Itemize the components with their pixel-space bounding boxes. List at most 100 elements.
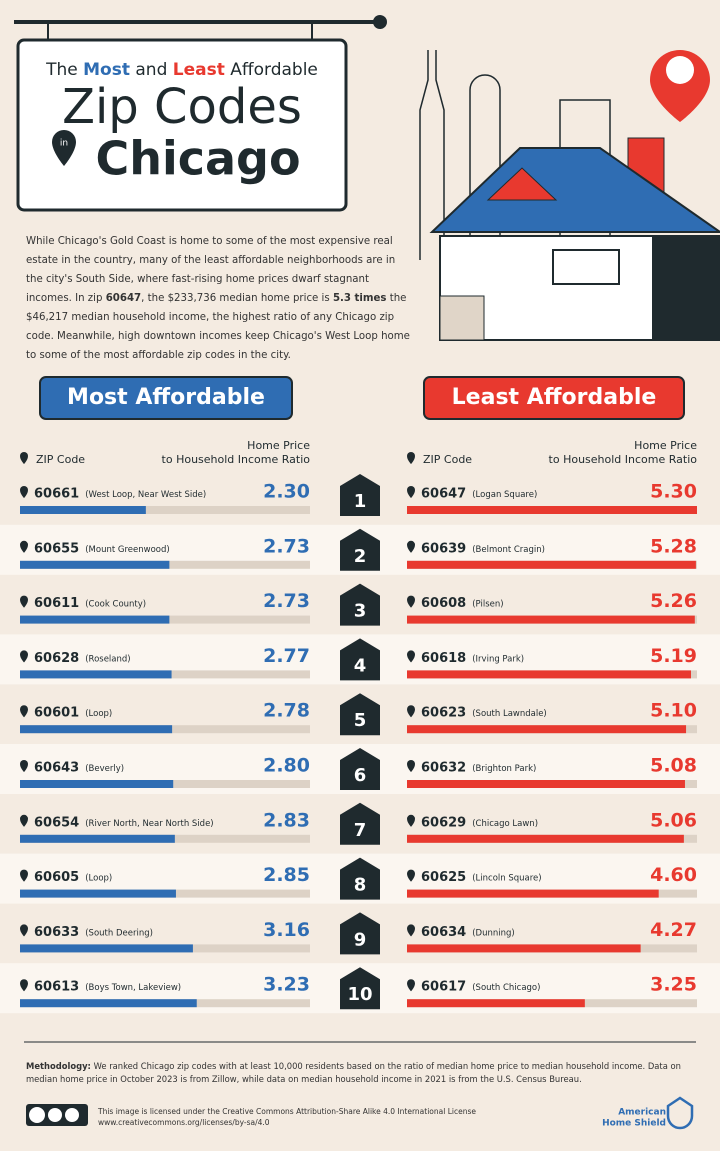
value-label: 5.28 <box>650 535 697 557</box>
roof <box>429 147 720 233</box>
pin-icon <box>407 869 415 882</box>
intro-text: , the $233,736 median home price is <box>141 293 333 304</box>
rank-house <box>340 912 380 955</box>
value-label: 2.85 <box>263 864 310 886</box>
neighborhood: (Dunning) <box>472 928 514 938</box>
pin-icon <box>20 650 28 663</box>
zip-code: 60654 (River North, Near North Side) <box>34 815 214 830</box>
title-main: Zip Codes <box>62 79 302 135</box>
bar <box>20 615 170 624</box>
zip-code: 60605 (Loop) <box>34 870 112 885</box>
value-header-line: to Household Income Ratio <box>549 453 698 466</box>
bar <box>407 999 585 1008</box>
neighborhood: (Lincoln Square) <box>472 873 541 883</box>
rank-house <box>340 528 380 571</box>
neighborhood: (Chicago Lawn) <box>472 818 538 828</box>
zip-code: 60634 (Dunning) <box>421 925 515 940</box>
neighborhood: (River North, Near North Side) <box>85 818 213 828</box>
bar <box>20 999 197 1008</box>
value-label: 5.08 <box>650 755 697 777</box>
neighborhood: (Loop) <box>85 709 112 719</box>
title-word: Least <box>173 60 225 80</box>
intro-bold: 5.3 times <box>332 293 387 304</box>
sign <box>16 38 348 212</box>
value-label: 2.73 <box>263 590 310 612</box>
value-label: 2.73 <box>263 535 310 557</box>
pin <box>52 130 76 166</box>
pin-icon <box>20 924 28 937</box>
title-word: Most <box>83 60 130 80</box>
pin-icon <box>20 869 28 882</box>
bar <box>407 944 641 953</box>
neighborhood: (Logan Square) <box>472 490 537 500</box>
porch <box>439 295 485 341</box>
bar <box>407 506 697 514</box>
chart-title: Most Affordable <box>67 385 265 410</box>
value-header-line: Home Price <box>634 439 697 452</box>
rank-house <box>340 967 380 1010</box>
methodology-label: Methodology: <box>26 1061 91 1071</box>
pin-icon <box>20 814 28 827</box>
pin-icon <box>407 486 415 498</box>
neighborhood: (South Deering) <box>85 928 153 938</box>
garage <box>652 236 720 340</box>
license-url: www.creativecommons.org/licenses/by-sa/4… <box>98 1118 270 1127</box>
bar <box>407 670 691 679</box>
value-label: 5.10 <box>650 700 697 722</box>
rank-label: 7 <box>354 820 367 841</box>
zip-code: 60647 (Logan Square) <box>421 487 537 502</box>
logo-text: Home Shield <box>602 1119 666 1129</box>
pin-icon <box>407 979 415 992</box>
title-word: The <box>45 60 78 80</box>
bar <box>20 506 146 514</box>
value-header: Home Price to Household Income Ratio <box>162 439 311 466</box>
dormer <box>486 167 558 201</box>
rank-house <box>340 693 380 736</box>
rank-label: 10 <box>347 984 372 1005</box>
pin-icon <box>407 760 415 772</box>
neighborhood: (Cook County) <box>85 599 146 609</box>
license-text: This image is licensed under the Creativ… <box>98 1107 476 1116</box>
intro-text: the $46,217 median household income, the… <box>26 293 410 361</box>
zip-code: 60618 (Irving Park) <box>421 651 524 666</box>
bar <box>407 615 695 624</box>
neighborhood: (Belmont Cragin) <box>472 544 545 554</box>
bar-track <box>20 506 310 514</box>
rank-house <box>340 583 380 626</box>
pin-icon <box>407 595 415 608</box>
pin-icon <box>20 705 28 718</box>
zip-code: 60643 (Beverly) <box>34 761 124 776</box>
value-label: 5.30 <box>650 481 697 503</box>
zip-code: 60613 (Boys Town, Lakeview) <box>34 980 181 995</box>
rank-label: 1 <box>354 491 367 512</box>
pin-icon <box>407 924 415 937</box>
bar <box>407 560 696 569</box>
value-label: 2.83 <box>263 809 310 831</box>
neighborhood: (Brighton Park) <box>472 764 536 774</box>
pin-icon <box>20 760 28 772</box>
bar <box>20 889 176 898</box>
value-header-line: to Household Income Ratio <box>162 453 311 466</box>
value-label: 2.30 <box>263 481 310 503</box>
rod-end <box>373 15 387 29</box>
neighborhood: (Loop) <box>85 873 112 883</box>
rank-label: 5 <box>354 710 367 731</box>
bar <box>20 560 170 569</box>
intro-text: While Chicago's Gold Coast is home to so… <box>26 236 396 304</box>
neighborhood: (South Chicago) <box>472 983 540 993</box>
neighborhood: (Beverly) <box>85 764 124 774</box>
logo-mark <box>666 1096 694 1130</box>
neighborhood: (West Loop, Near West Side) <box>85 490 206 500</box>
title-city: Chicago <box>95 132 300 186</box>
value-label: 2.78 <box>263 700 310 722</box>
bar <box>20 670 172 679</box>
pin-icon <box>20 595 28 608</box>
pin-icon <box>407 452 415 464</box>
neighborhood: (Pilsen) <box>472 599 503 609</box>
title-line: The Most and Least Affordable <box>45 60 318 80</box>
neighborhood: (Boys Town, Lakeview) <box>85 983 181 993</box>
zip-code: 60601 (Loop) <box>34 706 112 721</box>
value-label: 5.19 <box>650 645 697 667</box>
